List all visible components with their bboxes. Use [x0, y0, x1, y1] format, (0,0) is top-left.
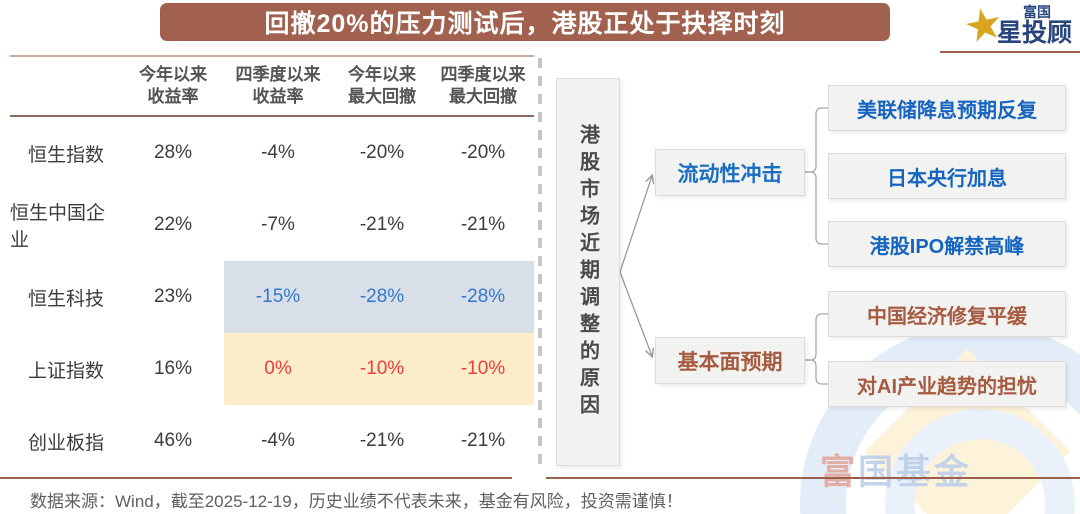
returns-drawdown-table: 今年以来 收益率 四季度以来 收益率 今年以来 最大回撤 四季度以来 最大回撤 恒生指数…: [10, 55, 534, 477]
cell-value: -4%: [261, 430, 295, 451]
logo-brand-bottom: 星投顾: [996, 19, 1072, 47]
header-q4-drawdown: 四季度以来 最大回撤: [440, 64, 526, 106]
cell-value: -20%: [460, 142, 506, 163]
cell-value: 16%: [153, 358, 193, 379]
table-row: 恒生指数 28% -4% -20% -20%: [10, 117, 534, 189]
index-name: 恒生科技: [27, 288, 104, 310]
logo-text: 富国 星投顾: [997, 5, 1072, 47]
index-name: 恒生中国企业: [10, 203, 106, 251]
branch-liquidity-shock: 流动性冲击: [655, 149, 805, 196]
leaf-hk-ipo-unlock-peak: 港股IPO解禁高峰: [828, 221, 1066, 267]
leaf-china-economy-slow-recovery: 中国经济修复平缓: [828, 291, 1066, 337]
cell-value-highlight: -28%: [332, 261, 432, 333]
footer-rule-left: [0, 477, 512, 479]
table-row-highlight-orange: 上证指数 16% 0% -10% -10%: [10, 333, 534, 405]
table-row: 创业板指 46% -4% -21% -21%: [10, 405, 534, 477]
index-name: 上证指数: [27, 360, 104, 382]
cell-value-highlight: -10%: [332, 333, 432, 405]
logo-brand-top: 富国: [1022, 4, 1051, 20]
cell-value: 46%: [153, 430, 193, 451]
header-q4-return: 四季度以来 收益率: [235, 64, 321, 106]
cell-value-highlight: 0%: [224, 333, 332, 405]
dashed-divider: [538, 58, 542, 472]
table-header-row: 今年以来 收益率 四季度以来 收益率 今年以来 最大回撤 四季度以来 最大回撤: [10, 55, 534, 117]
table-row: 恒生中国企业 22% -7% -21% -21%: [10, 189, 534, 261]
cell-value: 23%: [153, 286, 193, 307]
table-row-highlight-blue: 恒生科技 23% -15% -28% -28%: [10, 261, 534, 333]
header-ytd-return: 今年以来 收益率: [139, 64, 207, 106]
data-source-disclaimer: 数据来源：Wind，截至2025-12-19，历史业绩不代表未来，基金有风险，投…: [30, 492, 683, 511]
leaf-ai-industry-trend-concerns: 对AI产业趋势的担忧: [828, 361, 1066, 407]
footer-rule-right: [546, 477, 1080, 479]
header-ytd-drawdown: 今年以来 最大回撤: [348, 64, 416, 106]
cell-value: 22%: [153, 214, 193, 235]
leaf-fed-rate-cut-expectations: 美联储降息预期反复: [828, 85, 1066, 131]
cell-value: -21%: [460, 214, 506, 235]
index-name: 创业板指: [27, 432, 104, 454]
cell-value: -20%: [359, 142, 405, 163]
cell-value: -4%: [261, 142, 295, 163]
fullgoal-star-advisor-logo: ★ 富国 星投顾: [937, 0, 1072, 54]
page-title: 回撤20%的压力测试后，港股正处于抉择时刻: [160, 3, 890, 41]
cell-value: -21%: [359, 430, 405, 451]
cell-value-highlight: -10%: [432, 333, 534, 405]
cell-value: -21%: [359, 214, 405, 235]
diagram-root-node: 港股市场近期调整的原因: [556, 78, 620, 466]
cell-value-highlight: -28%: [432, 261, 534, 333]
cell-value: -7%: [261, 214, 295, 235]
star-icon: ★: [958, 0, 1008, 54]
index-name: 恒生指数: [27, 144, 104, 166]
logo-underline: [940, 51, 1080, 53]
cell-value: -21%: [460, 430, 506, 451]
branch-fundamentals-expectation: 基本面预期: [655, 337, 805, 384]
leaf-boj-rate-hike: 日本央行加息: [828, 153, 1066, 199]
diagram-root-label: 港股市场近期调整的原因: [576, 123, 599, 421]
cell-value: 28%: [153, 142, 193, 163]
cell-value-highlight: -15%: [224, 261, 332, 333]
